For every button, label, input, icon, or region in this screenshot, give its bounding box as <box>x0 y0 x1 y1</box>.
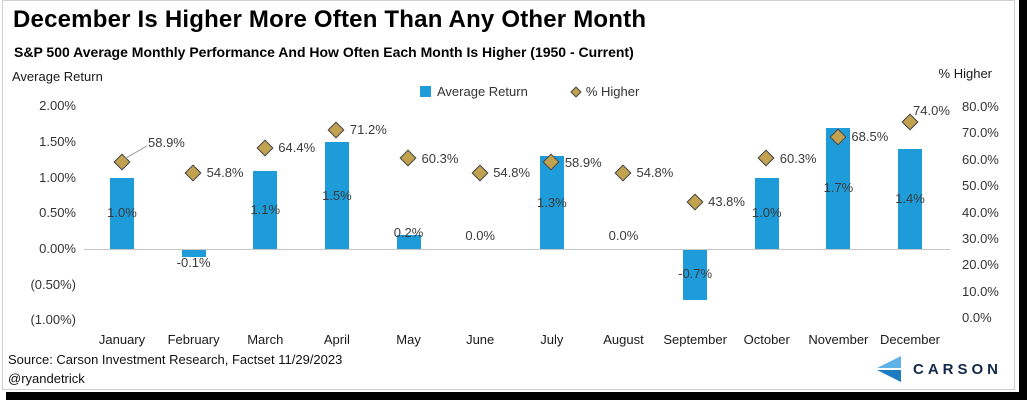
bar-value-label: -0.7% <box>678 265 713 281</box>
right-axis-tick: 60.0% <box>962 151 999 167</box>
author-handle: @ryandetrick <box>8 371 85 386</box>
bar-value-label: 1.3% <box>537 194 567 210</box>
bar-may <box>396 234 421 249</box>
bar-value-label: 0.0% <box>608 228 639 243</box>
month-label-april: April <box>323 332 350 347</box>
month-label-february: February <box>167 332 220 347</box>
legend-label: Average Return <box>437 84 528 99</box>
right-axis-tick: 30.0% <box>962 230 999 246</box>
legend-diamond-icon <box>570 85 582 98</box>
legend-label: % Higher <box>585 84 640 99</box>
bar-july <box>539 156 564 249</box>
bar-november <box>826 127 851 249</box>
right-axis-tick: 20.0% <box>962 257 999 273</box>
carson-logo-text: CARSON <box>913 360 1003 378</box>
chart-subtitle: S&P 500 Average Monthly Performance And … <box>14 44 634 60</box>
bar-value-label: 0.2% <box>393 224 424 240</box>
chart-title: December Is Higher More Often Than Any O… <box>13 6 647 33</box>
right-axis-title: % Higher <box>938 66 992 81</box>
bar-value-label: 1.1% <box>250 201 281 217</box>
right-axis-tick: 70.0% <box>962 125 999 141</box>
bar-value-label: 1.0% <box>107 205 137 221</box>
bar-october <box>754 177 779 249</box>
diamond-value-label: 54.8% <box>636 165 674 181</box>
bar-value-label: 0.0% <box>465 228 495 243</box>
bar-april <box>324 142 349 249</box>
month-label-march: March <box>247 332 284 347</box>
source-line: Source: Carson Investment Research, Fact… <box>8 352 343 367</box>
bar-march <box>253 170 278 249</box>
legend: Average Return % Higher <box>420 84 639 99</box>
left-axis-tick: 1.00% <box>39 169 76 185</box>
right-axis-tick: 80.0% <box>962 99 999 114</box>
bar-december <box>898 149 923 249</box>
left-axis-tick: 0.50% <box>39 205 76 221</box>
diamond-value-label: 54.8% <box>493 165 531 181</box>
carson-logo: CARSON <box>876 355 1002 383</box>
right-black-border <box>1019 0 1027 400</box>
diamond-value-label: 68.5% <box>851 129 889 145</box>
right-axis-tick: 50.0% <box>962 178 999 194</box>
legend-item-average-return: Average Return <box>420 84 528 99</box>
zero-axis-line <box>84 249 950 250</box>
legend-square-icon <box>420 86 431 97</box>
left-axis-tick: (1.00%) <box>30 312 76 328</box>
bar-value-label: 1.4% <box>895 191 925 207</box>
bar-value-label: -0.1% <box>176 255 211 271</box>
month-label-september: September <box>663 332 727 347</box>
left-axis-tick: 1.50% <box>39 134 76 149</box>
carson-chevron-icon <box>877 356 901 382</box>
diamond-value-label: 71.2% <box>349 122 387 138</box>
diamond-value-label: 43.8% <box>708 194 745 210</box>
right-axis-tick: 10.0% <box>962 283 999 299</box>
month-label-november: November <box>808 332 869 347</box>
bar-september <box>683 250 708 300</box>
month-label-january: January <box>98 332 146 347</box>
bar-january <box>110 177 134 249</box>
bar-february <box>181 250 206 258</box>
left-axis-title: Average Return <box>12 69 103 84</box>
right-axis-tick: 40.0% <box>962 204 999 220</box>
left-axis-tick: 2.00% <box>39 98 76 114</box>
bar-value-label: 1.0% <box>751 205 782 221</box>
diamond-value-label: 64.4% <box>278 140 316 156</box>
month-label-august: August <box>603 332 644 347</box>
bar-value-label: 1.5% <box>322 187 352 203</box>
left-axis-tick: 0.00% <box>39 241 76 256</box>
diamond-value-label: 74.0% <box>913 102 950 118</box>
legend-item-pct-higher: % Higher <box>570 84 640 99</box>
diamond-value-label: 60.3% <box>779 150 817 166</box>
month-label-december: December <box>880 332 941 347</box>
bottom-black-border <box>6 392 1027 400</box>
month-label-october: October <box>743 332 790 347</box>
month-label-june: June <box>466 332 495 347</box>
right-axis-tick: 0.0% <box>962 310 992 325</box>
month-label-may: May <box>396 332 421 347</box>
month-label-july: July <box>540 332 564 347</box>
diamond-value-label: 54.8% <box>206 165 244 181</box>
bar-value-label: 1.7% <box>823 180 854 196</box>
diamond-value-label: 58.9% <box>564 154 602 170</box>
left-axis-tick: (0.50%) <box>30 276 76 292</box>
diamond-value-label: 58.9% <box>148 134 185 150</box>
diamond-value-label: 60.3% <box>421 150 459 166</box>
